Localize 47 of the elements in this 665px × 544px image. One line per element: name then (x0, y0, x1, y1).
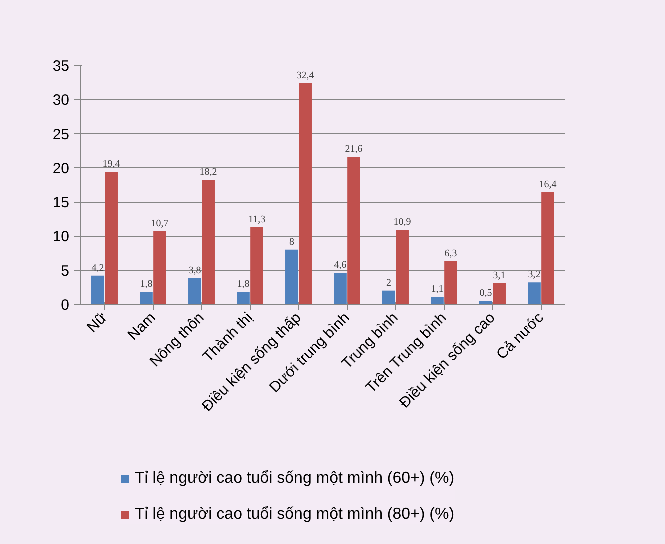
x-tick-label: Nữ (84, 309, 111, 336)
y-tick-label: 0 (61, 297, 70, 314)
y-tick-label: 35 (52, 58, 70, 75)
data-label: 1,8 (140, 279, 153, 290)
data-label: 18,2 (200, 167, 218, 178)
bar (431, 296, 444, 304)
bar (140, 292, 153, 304)
bar (334, 273, 347, 304)
data-label: 3,2 (528, 270, 541, 281)
y-tick-label: 25 (52, 126, 70, 144)
data-label: 6,3 (444, 248, 458, 260)
y-tick-label: 10 (52, 228, 70, 246)
data-label: 8 (289, 236, 294, 248)
data-label: 0,5 (480, 288, 492, 300)
y-tick-label: 15 (52, 194, 70, 212)
data-label: 4,6 (334, 260, 347, 272)
bar (444, 261, 458, 304)
data-label: 32,4 (296, 70, 314, 82)
legend-label: Tỉ lệ người cao tuổi sống một mình (60+) (%) (135, 470, 455, 488)
data-label: 1,8 (237, 279, 250, 290)
data-label: 10,9 (394, 217, 412, 228)
y-tick-label: 20 (52, 160, 70, 178)
data-label: 21,6 (345, 144, 363, 156)
data-label: 2 (386, 278, 392, 289)
bar (396, 230, 409, 304)
bar (250, 227, 264, 304)
bar (382, 290, 396, 304)
bar (202, 180, 215, 304)
bar (528, 282, 541, 304)
legend-label: Tỉ lệ người cao tuổi sống một mình (80+) (%) (135, 506, 455, 524)
bar (542, 192, 554, 304)
bar (348, 157, 360, 304)
bar (237, 292, 250, 304)
data-label: 1,1 (431, 284, 444, 295)
y-tick-label: 5 (61, 262, 70, 280)
data-label: 11,3 (248, 214, 266, 226)
bar (299, 83, 312, 304)
bar (188, 278, 202, 304)
bar (105, 172, 118, 304)
bar (92, 276, 104, 304)
data-label: 3,1 (493, 270, 506, 282)
bar (286, 250, 298, 304)
data-label: 16,4 (539, 180, 557, 191)
y-tick-label: 30 (52, 92, 70, 110)
bar (493, 283, 506, 304)
bar (154, 231, 166, 304)
data-label: 10,7 (151, 218, 169, 230)
